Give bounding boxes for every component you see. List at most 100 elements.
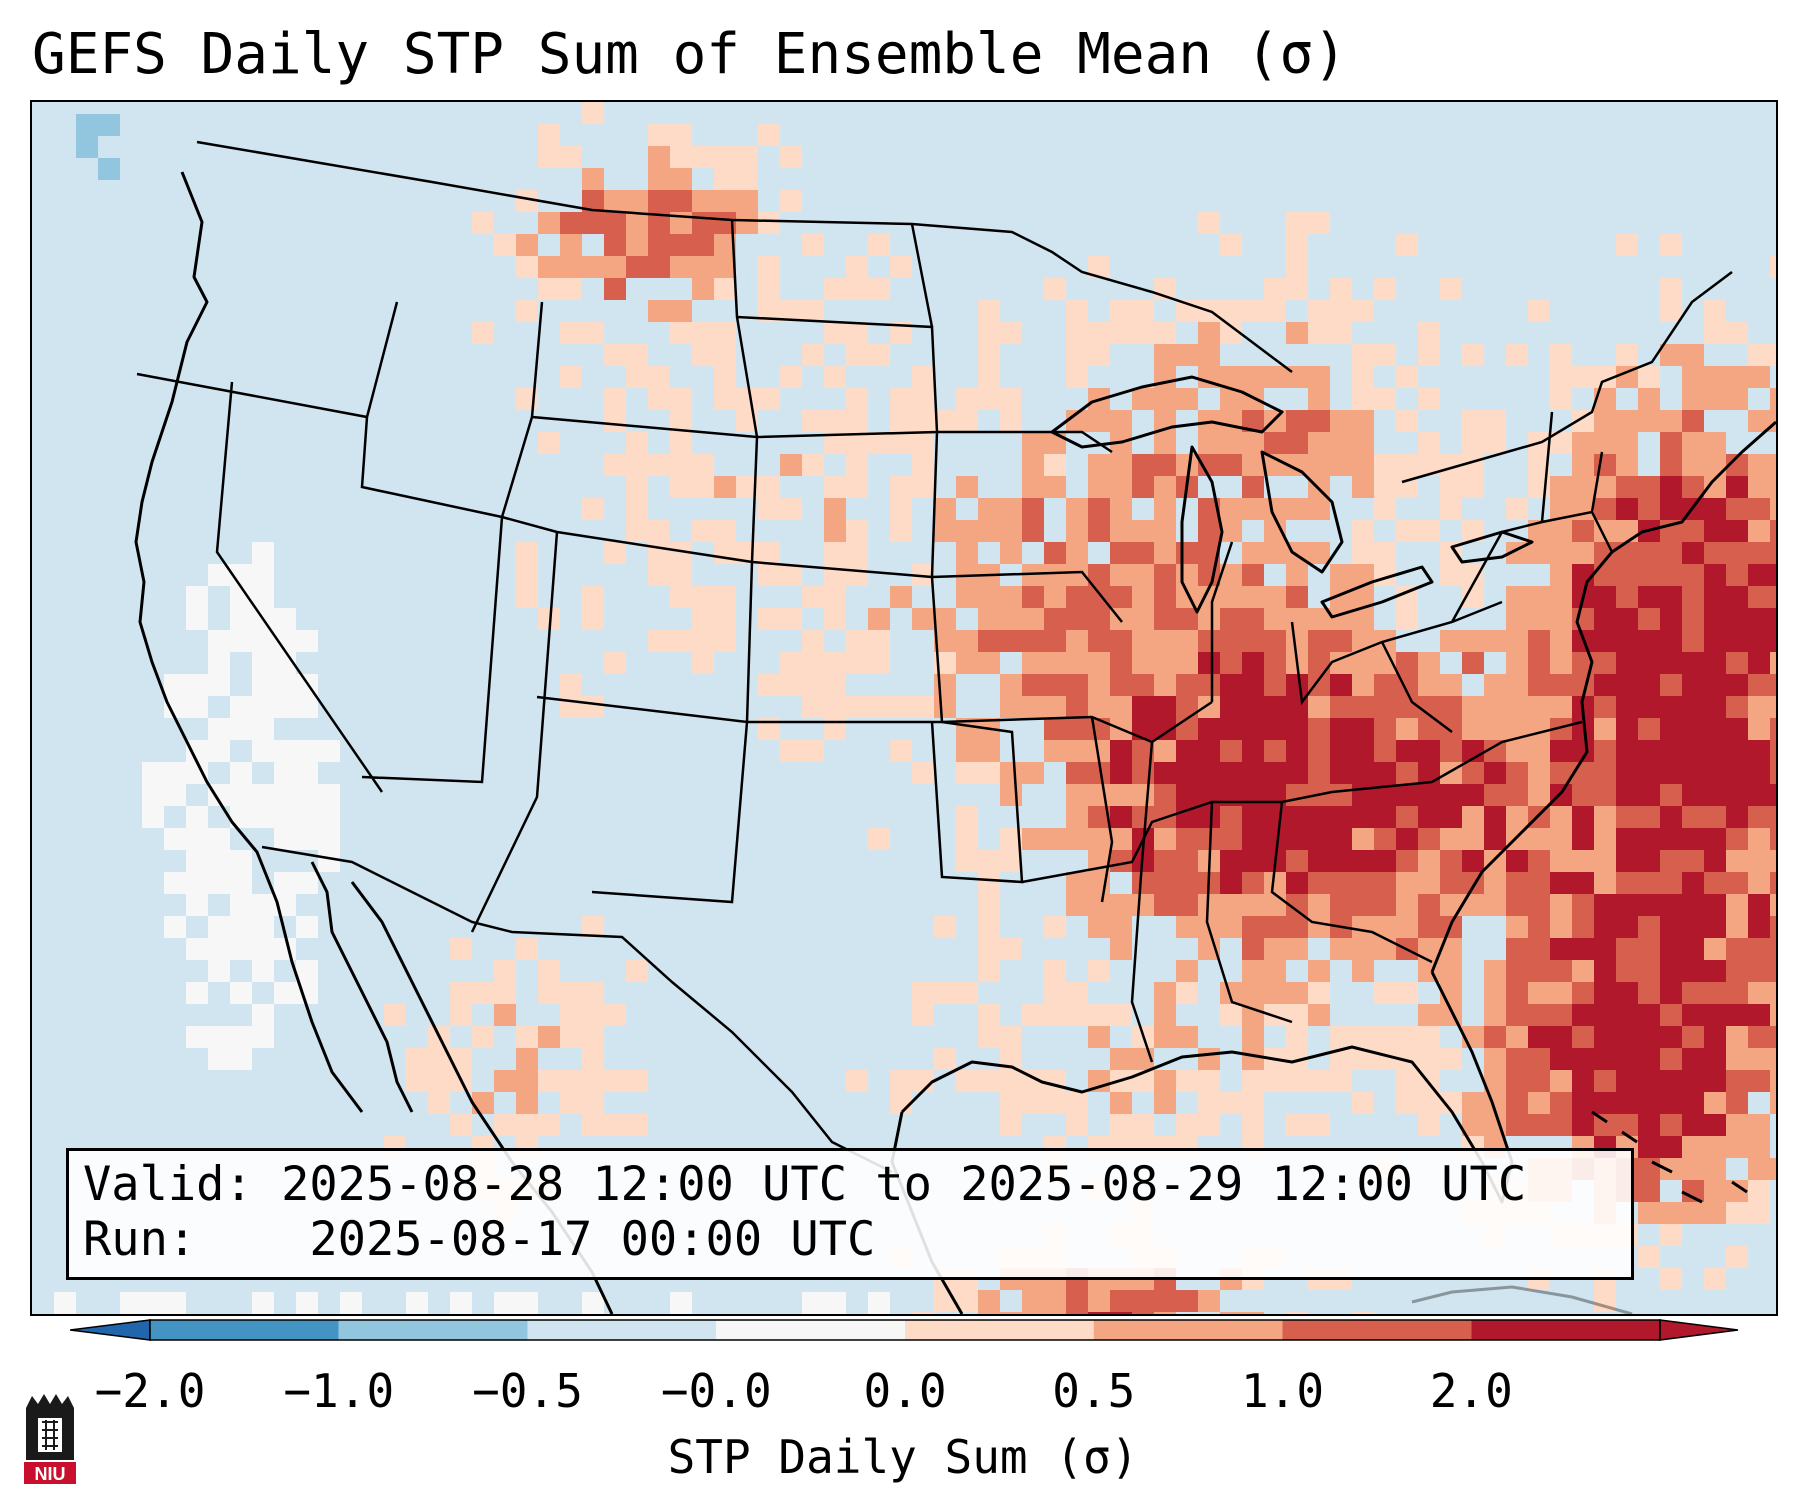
data-cell [1308, 828, 1330, 850]
data-cell [1726, 388, 1748, 410]
data-cell [1660, 938, 1682, 960]
data-cell [1286, 740, 1308, 762]
data-cell [1682, 872, 1704, 894]
data-cell [1242, 586, 1264, 608]
data-cell [1154, 630, 1176, 652]
data-cell [1726, 960, 1748, 982]
data-cell [1022, 674, 1044, 696]
data-cell [1572, 872, 1594, 894]
data-cell [1132, 388, 1154, 410]
data-cell [1110, 894, 1132, 916]
data-cell [1154, 586, 1176, 608]
data-cell [1748, 718, 1770, 740]
data-cell [692, 212, 714, 234]
data-cell [1660, 1136, 1682, 1158]
data-cell [1770, 388, 1776, 410]
colorbar-segment [150, 1320, 339, 1340]
data-cell [1418, 520, 1440, 542]
data-cell [538, 982, 560, 1004]
data-cell [1770, 1048, 1776, 1070]
data-cell [582, 1092, 604, 1114]
data-cell [252, 718, 274, 740]
data-cell [956, 1070, 978, 1092]
data-cell [670, 388, 692, 410]
data-cell [1176, 454, 1198, 476]
data-cell [1000, 1048, 1022, 1070]
data-cell [692, 476, 714, 498]
data-cell [604, 652, 626, 674]
data-cell [538, 960, 560, 982]
data-cell [1242, 1048, 1264, 1070]
data-cell [1484, 960, 1506, 982]
data-cell [846, 476, 868, 498]
data-cell [1396, 982, 1418, 1004]
data-cell [1308, 322, 1330, 344]
data-cell [274, 674, 296, 696]
data-cell [1066, 718, 1088, 740]
data-cell [1418, 828, 1440, 850]
data-cell [1308, 608, 1330, 630]
data-cell [1682, 608, 1704, 630]
data-cell [1572, 608, 1594, 630]
data-cell [1682, 1180, 1704, 1202]
data-cell [1682, 564, 1704, 586]
data-cell [1198, 520, 1220, 542]
data-cell [758, 608, 780, 630]
data-cell [1440, 498, 1462, 520]
data-cell [692, 234, 714, 256]
data-cell [912, 696, 934, 718]
data-cell [1704, 630, 1726, 652]
data-cell [692, 190, 714, 212]
data-cell [1110, 784, 1132, 806]
data-cell [1000, 1070, 1022, 1092]
data-cell [1660, 564, 1682, 586]
data-cell [1396, 608, 1418, 630]
data-cell [1396, 1092, 1418, 1114]
data-cell [1110, 300, 1132, 322]
data-cell [1264, 982, 1286, 1004]
data-cell [1396, 454, 1418, 476]
data-cell [1682, 762, 1704, 784]
data-cell [1682, 1114, 1704, 1136]
data-cell [1726, 520, 1748, 542]
data-cell [1352, 850, 1374, 872]
data-cell [516, 1070, 538, 1092]
data-cell [1726, 850, 1748, 872]
data-cell [1770, 674, 1776, 696]
data-cell [1770, 762, 1776, 784]
data-cell [1704, 498, 1726, 520]
data-cell [1572, 784, 1594, 806]
data-cell [208, 960, 230, 982]
data-cell [1770, 696, 1776, 718]
data-cell [1044, 982, 1066, 1004]
data-cell [1286, 1312, 1308, 1314]
data-cell [978, 1312, 1000, 1314]
data-cell [1066, 872, 1088, 894]
data-cell [1550, 806, 1572, 828]
data-cell [670, 1292, 692, 1314]
data-cell [1770, 1004, 1776, 1026]
data-cell [1352, 388, 1374, 410]
data-cell [802, 454, 824, 476]
data-cell [1242, 696, 1264, 718]
data-cell [1638, 828, 1660, 850]
data-cell [1638, 366, 1660, 388]
data-cell [780, 608, 802, 630]
data-cell [1770, 608, 1776, 630]
data-cell [692, 454, 714, 476]
data-cell [1506, 344, 1528, 366]
data-cell [1352, 454, 1374, 476]
data-cell [1308, 762, 1330, 784]
data-cell [1682, 432, 1704, 454]
data-cell [1000, 586, 1022, 608]
data-cell [1594, 1026, 1616, 1048]
data-cell [604, 1004, 626, 1026]
data-cell [1352, 608, 1374, 630]
map-title: GEFS Daily STP Sum of Ensemble Mean (σ) [32, 22, 1347, 87]
data-cell [1352, 1026, 1374, 1048]
data-cell [1396, 652, 1418, 674]
data-cell [1220, 718, 1242, 740]
data-cell [1066, 806, 1088, 828]
data-cell [1396, 1070, 1418, 1092]
data-cell [1594, 564, 1616, 586]
